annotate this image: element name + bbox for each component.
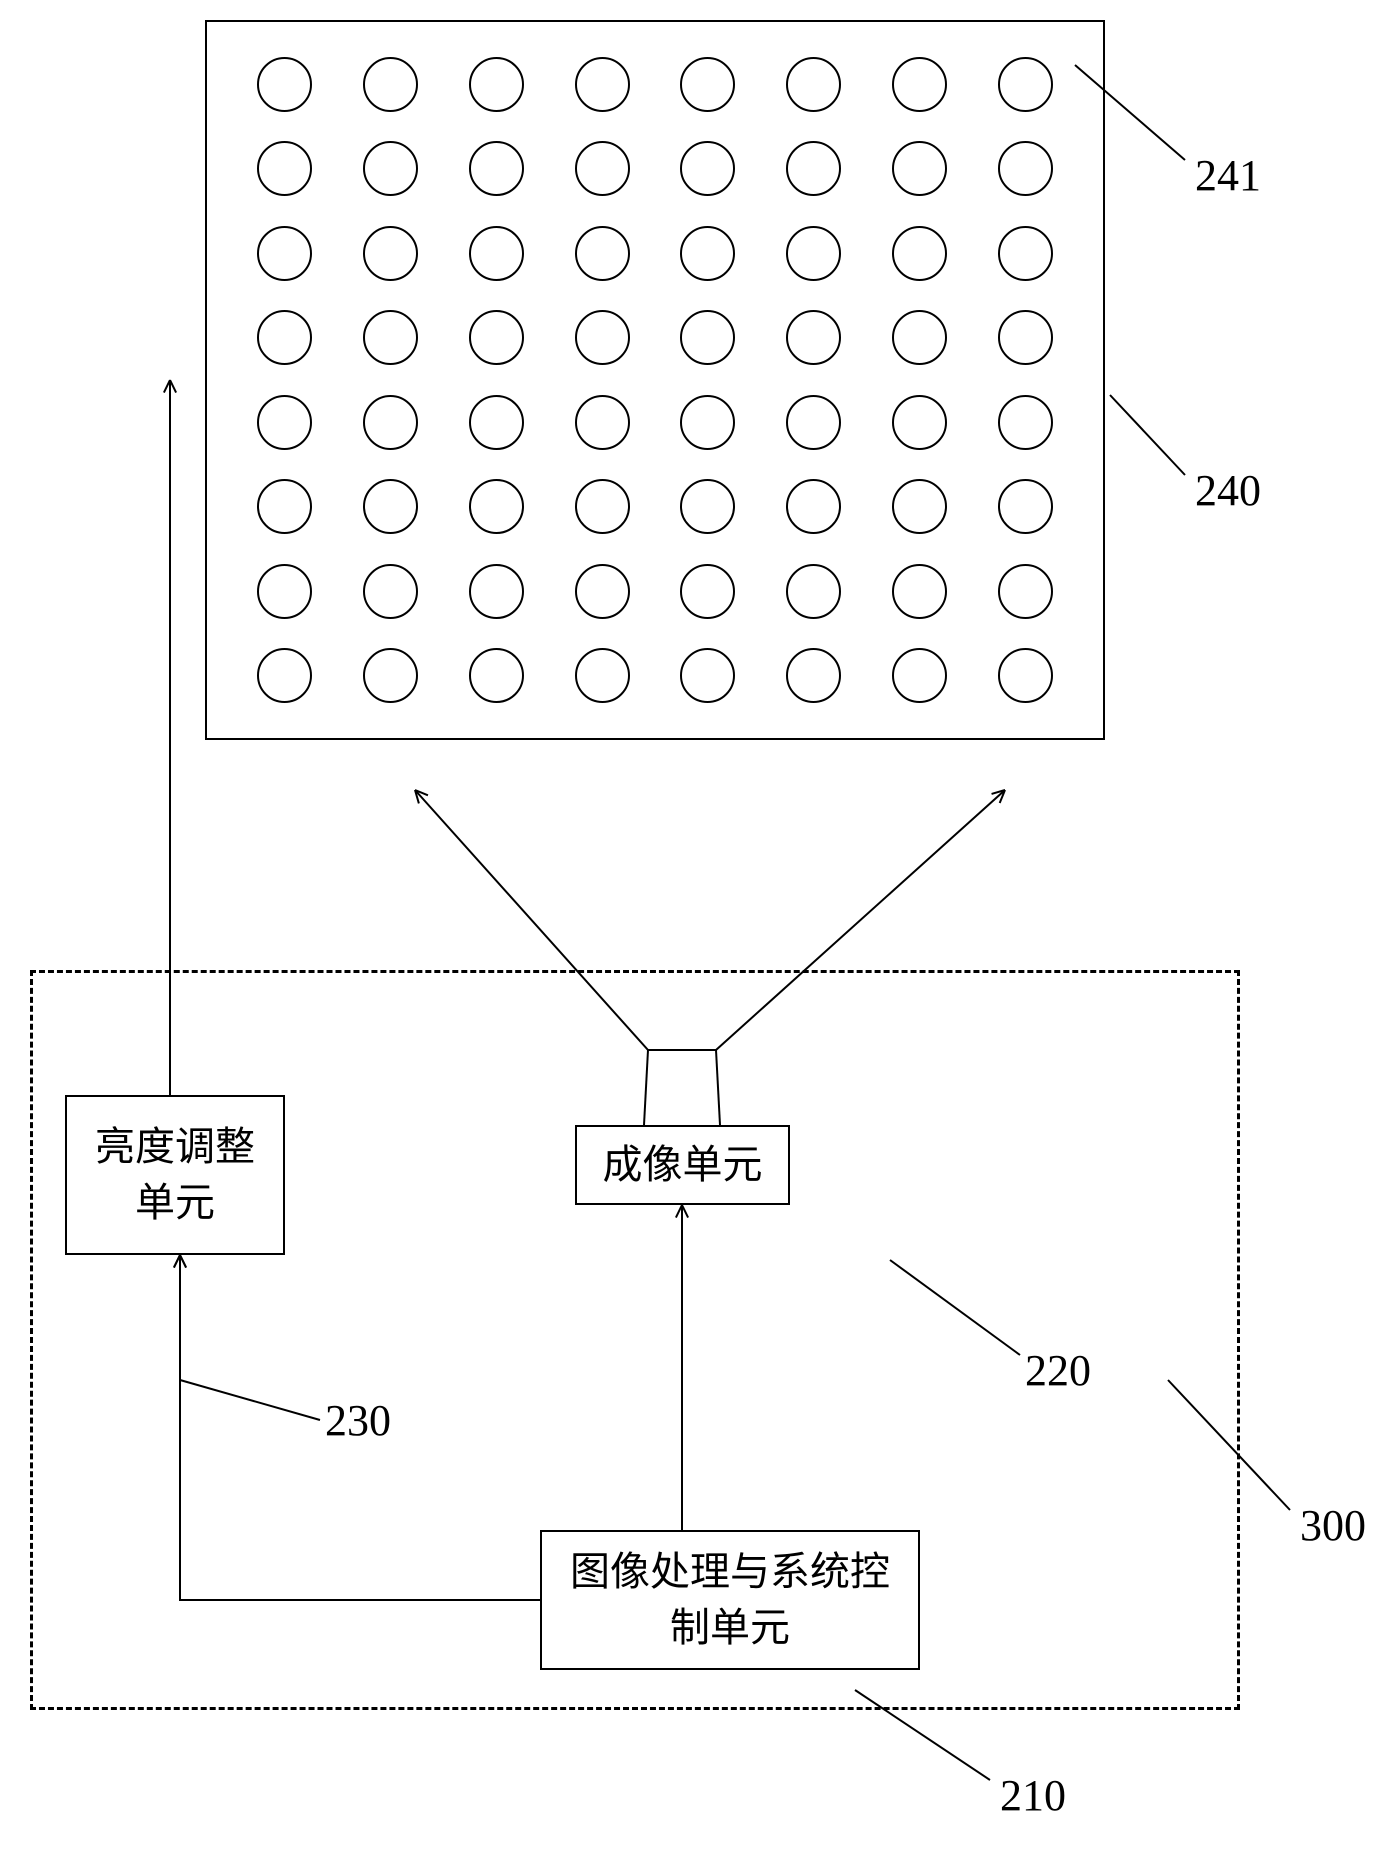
- led-dot: [786, 648, 841, 703]
- led-dot: [469, 479, 524, 534]
- led-dot: [363, 226, 418, 281]
- ref-230: 230: [325, 1395, 391, 1446]
- ref-240: 240: [1195, 465, 1261, 516]
- led-dot: [998, 479, 1053, 534]
- imaging-label: 成像单元: [603, 1137, 763, 1193]
- led-dot: [998, 226, 1053, 281]
- led-dot: [575, 310, 630, 365]
- diagram-root: 亮度调整单元 成像单元 图像处理与系统控制单元 241 240 220 230 …: [0, 0, 1397, 1874]
- led-dot: [363, 564, 418, 619]
- led-dot: [680, 479, 735, 534]
- led-dot: [363, 648, 418, 703]
- led-dot: [469, 564, 524, 619]
- led-dot: [786, 57, 841, 112]
- led-dot: [680, 395, 735, 450]
- led-dot: [363, 395, 418, 450]
- led-dot: [892, 310, 947, 365]
- led-dot: [998, 648, 1053, 703]
- led-dot: [680, 57, 735, 112]
- led-dot: [998, 57, 1053, 112]
- led-dot: [680, 141, 735, 196]
- led-dot: [786, 564, 841, 619]
- led-dot: [575, 226, 630, 281]
- brightness-label: 亮度调整单元: [95, 1119, 255, 1231]
- led-dot: [575, 479, 630, 534]
- led-dot: [257, 57, 312, 112]
- led-dot: [575, 395, 630, 450]
- led-dot: [363, 310, 418, 365]
- led-dot: [786, 226, 841, 281]
- led-dot: [469, 141, 524, 196]
- led-dot: [680, 226, 735, 281]
- led-dot: [363, 479, 418, 534]
- led-dot: [892, 564, 947, 619]
- ref-300: 300: [1300, 1500, 1366, 1551]
- led-dot: [680, 648, 735, 703]
- ref-241: 241: [1195, 150, 1261, 201]
- led-dot: [257, 141, 312, 196]
- ref-210: 210: [1000, 1770, 1066, 1821]
- led-dot: [575, 141, 630, 196]
- led-dot: [257, 564, 312, 619]
- led-dot: [786, 479, 841, 534]
- led-dot: [469, 310, 524, 365]
- led-dot: [892, 141, 947, 196]
- led-dot: [469, 395, 524, 450]
- led-dot: [363, 141, 418, 196]
- led-dot: [892, 648, 947, 703]
- led-grid: [207, 22, 1103, 738]
- brightness-adjustment-unit: 亮度调整单元: [65, 1095, 285, 1255]
- control-unit: 图像处理与系统控制单元: [540, 1530, 920, 1670]
- led-dot: [892, 226, 947, 281]
- led-dot: [892, 57, 947, 112]
- led-dot: [469, 648, 524, 703]
- led-dot: [786, 395, 841, 450]
- led-dot: [575, 57, 630, 112]
- led-dot: [892, 479, 947, 534]
- led-dot: [892, 395, 947, 450]
- led-dot: [257, 226, 312, 281]
- led-dot: [575, 648, 630, 703]
- led-panel: [205, 20, 1105, 740]
- led-dot: [257, 648, 312, 703]
- led-dot: [786, 310, 841, 365]
- led-dot: [998, 141, 1053, 196]
- control-label: 图像处理与系统控制单元: [570, 1544, 890, 1656]
- led-dot: [363, 57, 418, 112]
- ref-220: 220: [1025, 1345, 1091, 1396]
- led-dot: [469, 57, 524, 112]
- led-dot: [680, 564, 735, 619]
- led-dot: [998, 564, 1053, 619]
- led-dot: [998, 395, 1053, 450]
- imaging-unit: 成像单元: [575, 1125, 790, 1205]
- led-dot: [998, 310, 1053, 365]
- led-dot: [575, 564, 630, 619]
- led-dot: [257, 395, 312, 450]
- led-dot: [257, 479, 312, 534]
- led-dot: [680, 310, 735, 365]
- led-dot: [257, 310, 312, 365]
- led-dot: [469, 226, 524, 281]
- led-dot: [786, 141, 841, 196]
